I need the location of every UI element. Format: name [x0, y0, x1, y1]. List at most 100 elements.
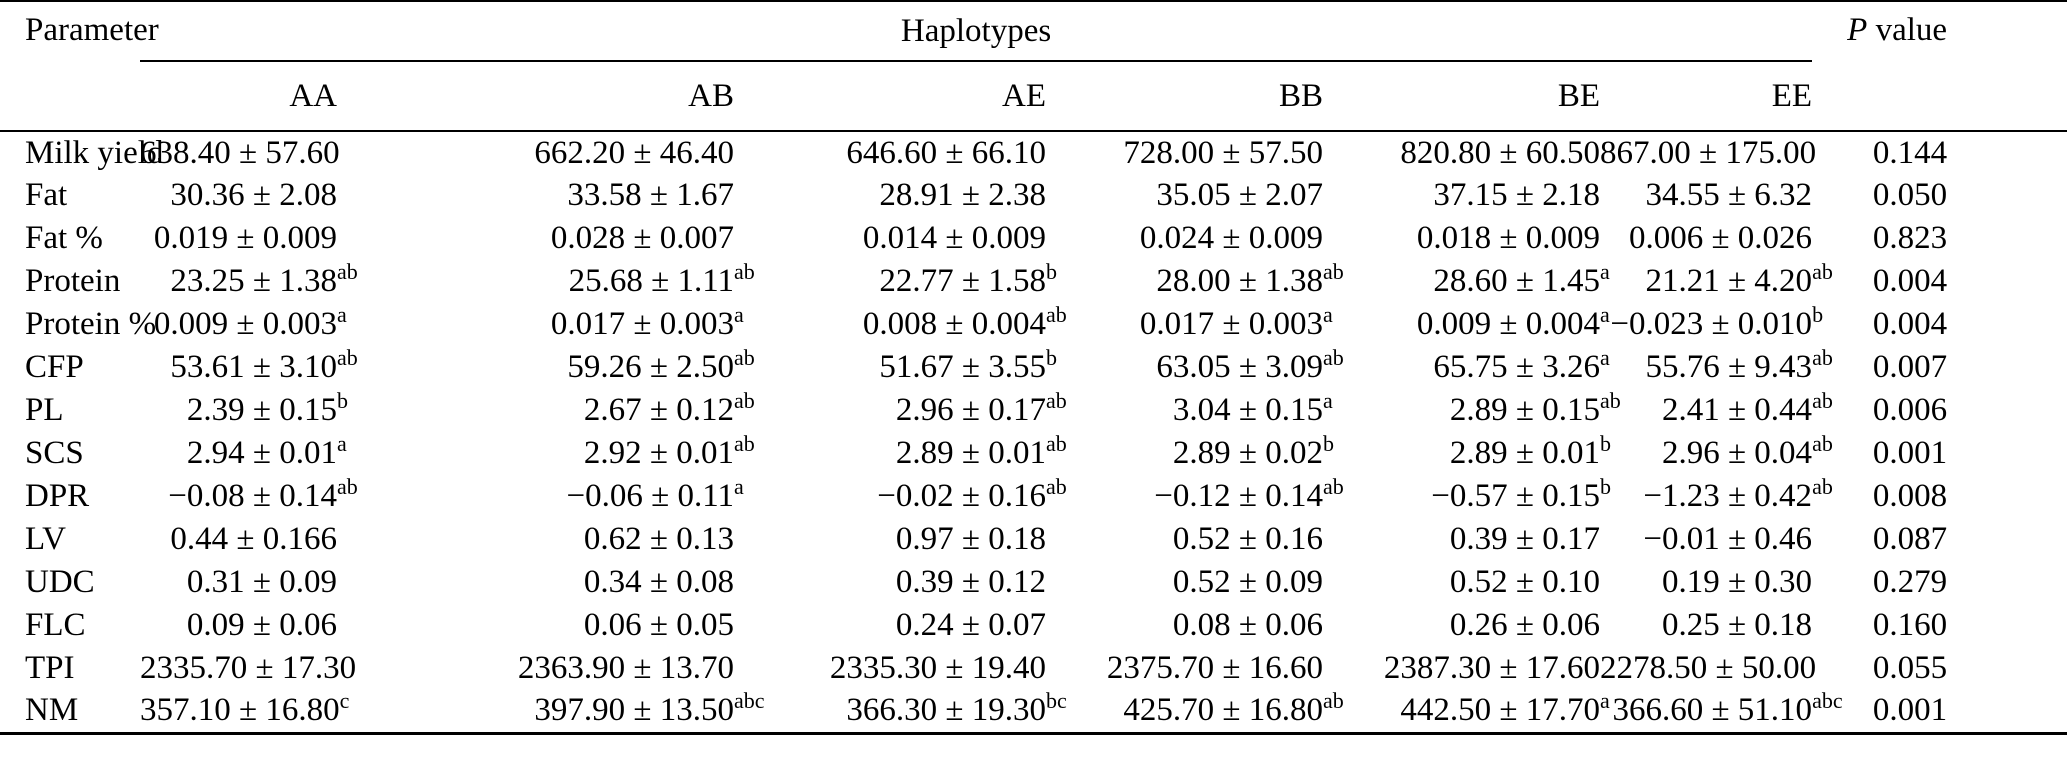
value-cell-ae: 0.97 ± 0.18 — [734, 518, 1046, 561]
value-cell-ee: 21.21 ± 4.20ab — [1645, 259, 1833, 299]
mean-sd-value: 0.52 ± 0.16 — [1172, 521, 1323, 557]
mean-sd-value: 2.94 ± 0.01 — [186, 435, 337, 471]
mean-sd-value: −0.01 ± 0.46 — [1643, 521, 1813, 557]
mean-sd-value: 2.89 ± 0.02 — [1172, 435, 1323, 471]
value-cell-aa: 0.31 ± 0.09 — [140, 561, 337, 604]
group-header-row: Parameter Haplotypes P value — [0, 1, 2067, 132]
value-cell-ae: 2.96 ± 0.17ab — [895, 388, 1067, 428]
mean-sd-value: 2375.70 ± 16.60 — [1106, 650, 1323, 686]
mean-sd-value: 23.25 ± 1.38 — [170, 263, 337, 299]
value-cell-ee: −1.23 ± 0.42ab — [1643, 474, 1833, 514]
p-value-cell: 0.001 — [1872, 435, 1948, 471]
mean-sd-value: 638.40 ± 57.60 — [140, 134, 340, 171]
value-cell-ab: 0.34 ± 0.08 — [337, 561, 734, 604]
value-cell-ab: 0.017 ± 0.003a — [550, 302, 744, 342]
mean-sd-value: 0.06 ± 0.05 — [583, 607, 734, 643]
value-cell-be: −0.57 ± 0.15b — [1431, 474, 1611, 514]
mean-sd-value: 0.014 ± 0.009 — [862, 220, 1046, 256]
value-cell-aa: 2.94 ± 0.01a — [186, 431, 347, 471]
value-cell-be: 0.009 ± 0.004a — [1416, 302, 1610, 342]
value-cell-bb: 2.89 ± 0.02b — [1172, 431, 1334, 471]
mean-sd-value: 0.09 ± 0.06 — [186, 607, 337, 643]
value-cell-ae: −0.02 ± 0.16ab — [877, 474, 1067, 514]
mean-sd-value: 2.67 ± 0.12 — [583, 392, 734, 428]
p-value-header-italic-p: P — [1847, 12, 1868, 48]
mean-sd-value: 30.36 ± 2.08 — [170, 177, 337, 213]
value-cell-bb: 0.024 ± 0.009 — [1046, 217, 1323, 260]
p-value-cell: 0.160 — [1872, 607, 1948, 643]
mean-sd-value: 35.05 ± 2.07 — [1156, 177, 1323, 213]
mean-sd-value: 397.90 ± 13.50 — [534, 692, 734, 729]
mean-sd-value: −0.57 ± 0.15 — [1431, 478, 1600, 514]
mean-sd-value: 2.92 ± 0.01 — [583, 435, 734, 471]
mean-sd-value: 0.019 ± 0.009 — [153, 220, 337, 256]
parameter-label: Fat % — [25, 220, 103, 256]
value-cell-ae: 646.60 ± 66.10 — [734, 131, 1046, 174]
mean-sd-value: −0.08 ± 0.14 — [168, 478, 337, 514]
value-cell-bb: 63.05 ± 3.09ab — [1156, 345, 1344, 385]
table-row: DPR −0.08 ± 0.14ab −0.06 ± 0.11a −0.02 ± 0.… — [0, 474, 2067, 518]
column-header-ae: AE — [734, 61, 1046, 132]
value-cell-ae: 0.014 ± 0.009 — [734, 217, 1046, 260]
value-cell-ae: 0.39 ± 0.12 — [734, 561, 1046, 604]
value-cell-bb: 0.017 ± 0.003a — [1139, 302, 1333, 342]
column-header-aa: AA — [140, 61, 337, 132]
mean-sd-value: 65.75 ± 3.26 — [1433, 349, 1600, 385]
table-row: SCS 2.94 ± 0.01a 2.92 ± 0.01ab 2.89 ± 0.01a… — [0, 431, 2067, 475]
mean-sd-value: 2.41 ± 0.44 — [1661, 392, 1813, 428]
mean-sd-value: 34.55 ± 6.32 — [1645, 177, 1813, 213]
parameter-label: Fat — [25, 177, 68, 213]
value-cell-ae: 2.89 ± 0.01ab — [895, 431, 1067, 471]
mean-sd-value: 21.21 ± 4.20 — [1645, 263, 1813, 299]
value-cell-ee: 34.55 ± 6.32 — [1600, 174, 1812, 217]
mean-sd-value: 425.70 ± 16.80 — [1123, 692, 1323, 729]
mean-sd-value: 0.006 ± 0.026 — [1628, 220, 1813, 256]
value-cell-bb: 28.00 ± 1.38ab — [1156, 259, 1344, 299]
mean-sd-value: 0.018 ± 0.009 — [1416, 220, 1600, 256]
mean-sd-value: 0.008 ± 0.004 — [862, 306, 1046, 342]
value-cell-bb: −0.12 ± 0.14ab — [1154, 474, 1344, 514]
mean-sd-value: 728.00 ± 57.50 — [1123, 134, 1323, 171]
parameter-label: TPI — [25, 650, 75, 686]
mean-sd-value: −0.12 ± 0.14 — [1154, 478, 1323, 514]
value-cell-aa: 638.40 ± 57.60 — [140, 131, 340, 174]
table-row: UDC 0.31 ± 0.09 0.34 ± 0.08 0.39 ± 0.12 0.52… — [0, 561, 2067, 604]
mean-sd-value: 37.15 ± 2.18 — [1433, 177, 1600, 213]
value-cell-aa: 53.61 ± 3.10ab — [170, 345, 358, 385]
value-cell-ae: 0.24 ± 0.07 — [734, 604, 1046, 647]
parameter-label: LV — [25, 521, 66, 557]
mean-sd-value: −1.23 ± 0.42 — [1643, 478, 1813, 514]
value-cell-ab: 0.62 ± 0.13 — [337, 518, 734, 561]
mean-sd-value: 0.009 ± 0.003 — [153, 306, 337, 342]
value-cell-ee: 2.96 ± 0.04ab — [1661, 431, 1833, 471]
mean-sd-value: 0.009 ± 0.004 — [1416, 306, 1600, 342]
value-cell-be: 2387.30 ± 17.60 — [1323, 647, 1600, 690]
mean-sd-value: 2387.30 ± 17.60 — [1383, 650, 1600, 686]
mean-sd-value: 28.00 ± 1.38 — [1156, 263, 1323, 299]
value-cell-ae: 366.30 ± 19.30bc — [846, 688, 1067, 729]
value-cell-ae: 0.008 ± 0.004ab — [862, 302, 1067, 342]
table-row: Fat % 0.019 ± 0.009 0.028 ± 0.007 0.014 ± 0… — [0, 217, 2067, 260]
value-cell-aa: 0.09 ± 0.06 — [140, 604, 337, 647]
value-cell-ab: 2363.90 ± 13.70 — [337, 647, 734, 690]
value-cell-ab: −0.06 ± 0.11a — [566, 474, 744, 514]
mean-sd-value: 0.97 ± 0.18 — [895, 521, 1046, 557]
mean-sd-value: 2.89 ± 0.01 — [895, 435, 1046, 471]
value-cell-aa: −0.08 ± 0.14ab — [168, 474, 358, 514]
value-cell-aa: 2.39 ± 0.15b — [186, 388, 348, 428]
mean-sd-value: 2.39 ± 0.15 — [186, 392, 337, 428]
parameter-label: CFP — [25, 349, 84, 385]
haplotypes-group-label: Haplotypes — [900, 12, 1052, 49]
parameter-label: NM — [25, 692, 79, 729]
p-value-column-header: P value — [1812, 1, 2067, 132]
value-cell-bb: 0.52 ± 0.09 — [1046, 561, 1323, 604]
table-row: FLC 0.09 ± 0.06 0.06 ± 0.05 0.24 ± 0.07 0.08… — [0, 604, 2067, 647]
parameter-label: Protein — [25, 263, 121, 299]
mean-sd-value: 0.34 ± 0.08 — [583, 564, 734, 600]
parameter-label: PL — [25, 392, 64, 428]
value-cell-be: 442.50 ± 17.70a — [1400, 688, 1610, 729]
mean-sd-value: 2.89 ± 0.01 — [1449, 435, 1600, 471]
haplotype-column-header-row: AA AB AE BB BE EE — [0, 61, 2067, 132]
mean-sd-value: 0.39 ± 0.12 — [895, 564, 1046, 600]
value-cell-bb: 2375.70 ± 16.60 — [1046, 647, 1323, 690]
